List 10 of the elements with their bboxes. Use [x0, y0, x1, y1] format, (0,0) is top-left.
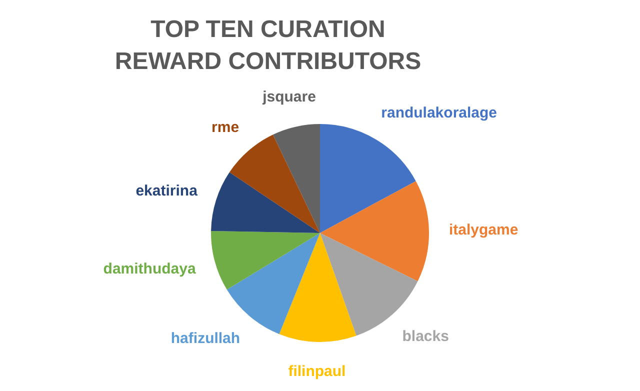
slice-label: damithudaya: [103, 260, 196, 278]
slice-label: ekatirina: [136, 182, 198, 200]
slice-label: rme: [212, 119, 240, 136]
slice-label: hafizullah: [170, 330, 240, 348]
slice-label: blacks: [402, 328, 449, 346]
slice-label: randulakoralage: [381, 104, 498, 122]
slice-label: filinpaul: [288, 363, 346, 380]
slice-label: italygame: [448, 222, 518, 239]
chart-title: TOP TEN CURATION REWARD CONTRIBUTORS: [114, 15, 422, 77]
slice-label: jsquare: [262, 88, 316, 106]
